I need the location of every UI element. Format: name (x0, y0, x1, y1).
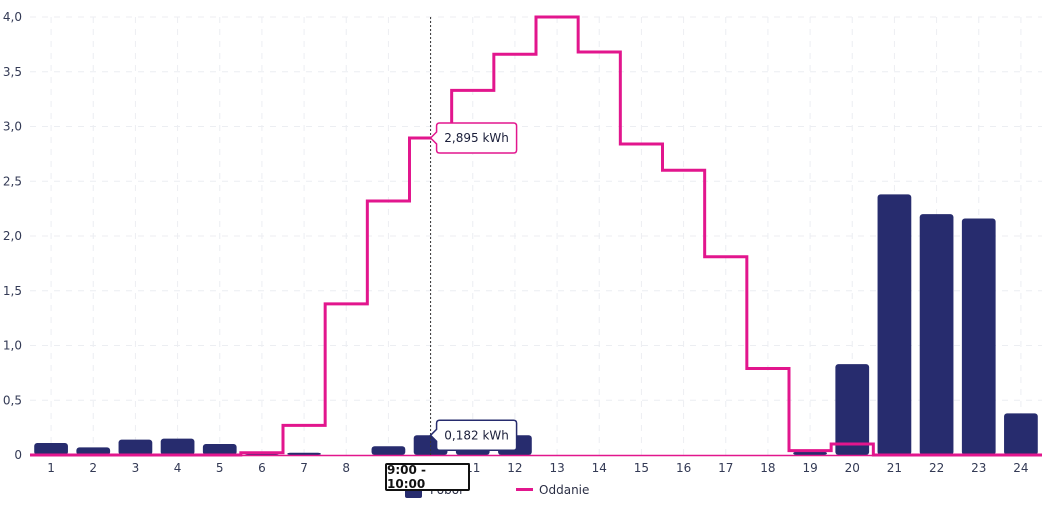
bar-pobor[interactable] (160, 438, 195, 455)
x-tick-label: 3 (132, 461, 140, 475)
x-tick-label: 5 (216, 461, 224, 475)
y-tick-label: 3,0 (3, 120, 22, 134)
x-tick-label: 17 (718, 461, 733, 475)
tooltip-time-range: 9:00 - 10:00 (385, 463, 470, 491)
x-axis-ticks: 123456789101112131415161718192021222324 (47, 461, 1028, 475)
y-tick-label: 0,5 (3, 393, 22, 407)
bar-pobor[interactable] (202, 444, 237, 455)
x-tick-label: 23 (971, 461, 986, 475)
x-tick-label: 20 (845, 461, 860, 475)
bar-pobor[interactable] (919, 214, 954, 455)
x-tick-label: 19 (802, 461, 817, 475)
legend-swatch-oddanie (516, 488, 534, 491)
tooltip-pobor: 0,182 kWh (429, 419, 518, 452)
x-tick-label: 6 (258, 461, 266, 475)
bar-pobor[interactable] (877, 194, 912, 455)
bar-pobor[interactable] (371, 446, 406, 455)
bar-pobor[interactable] (118, 439, 153, 455)
oddanie-step-line (30, 15, 1042, 457)
y-tick-label: 3,5 (3, 65, 22, 79)
x-tick-label: 13 (549, 461, 564, 475)
tooltip-oddanie-box (429, 122, 518, 154)
x-tick-label: 8 (342, 461, 350, 475)
y-tick-label: 1,0 (3, 339, 22, 353)
x-tick-label: 18 (760, 461, 775, 475)
bar-pobor[interactable] (835, 364, 870, 455)
bar-pobor[interactable] (34, 442, 68, 455)
legend-label-oddanie: Oddanie (539, 482, 590, 497)
x-tick-label: 22 (929, 461, 944, 475)
x-tick-label: 1 (47, 461, 55, 475)
pobor-bars (34, 194, 1038, 455)
y-tick-label: 4,0 (3, 10, 22, 24)
x-tick-label: 7 (300, 461, 308, 475)
legend-item-oddanie[interactable]: Oddanie (516, 483, 589, 497)
bar-pobor[interactable] (76, 447, 111, 455)
x-tick-label: 4 (174, 461, 182, 475)
x-tick-label: 24 (1013, 461, 1028, 475)
bar-pobor[interactable] (287, 452, 321, 455)
bar-pobor[interactable] (793, 451, 827, 455)
y-tick-label: 2,0 (3, 229, 22, 243)
x-tick-label: 21 (887, 461, 902, 475)
tooltip-oddanie: 2,895 kWh (429, 122, 518, 154)
bar-pobor[interactable] (1004, 413, 1038, 455)
x-tick-label: 2 (89, 461, 97, 475)
y-tick-label: 1,5 (3, 284, 22, 298)
x-tick-label: 15 (634, 461, 649, 475)
bar-pobor[interactable] (961, 218, 996, 455)
x-tick-label: 12 (507, 461, 522, 475)
y-axis-ticks: 0 0,5 1,0 1,5 2,0 2,5 3,0 3,5 4,0 (3, 10, 22, 462)
x-tick-label: 14 (592, 461, 607, 475)
x-tick-label: 16 (676, 461, 691, 475)
y-tick-label: 0 (14, 448, 22, 462)
tooltip-pobor-box (429, 419, 518, 452)
y-tick-label: 2,5 (3, 174, 22, 188)
tooltip-pobor-value: 0,182 kWh (444, 428, 509, 442)
tooltip-oddanie-value: 2,895 kWh (444, 131, 509, 145)
